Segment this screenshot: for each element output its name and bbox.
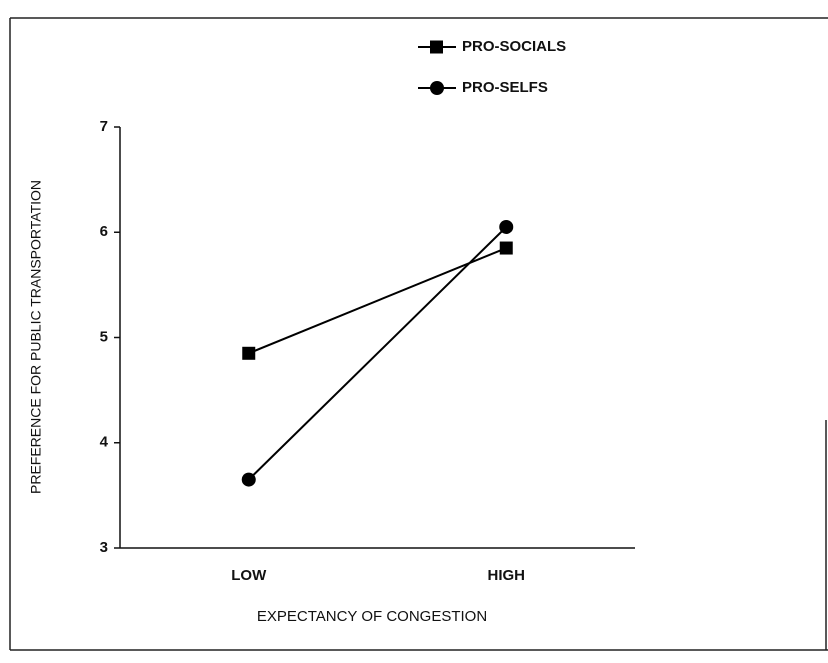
x-tick-label: HIGH [488, 567, 526, 584]
series-line [248, 247, 507, 355]
legend-marker [430, 81, 444, 95]
y-tick-label: 5 [100, 328, 108, 345]
point [499, 241, 513, 255]
point [242, 346, 256, 360]
x-tick-label: LOW [231, 567, 267, 584]
y-tick-label: 4 [100, 434, 109, 451]
legend-label: PRO-SOCIALS [462, 38, 566, 55]
y-tick-label: 7 [100, 118, 108, 135]
y-tick-label: 6 [100, 223, 108, 240]
point [241, 472, 256, 487]
legend-marker [430, 40, 443, 54]
x-axis-label: EXPECTANCY OF CONGESTION [257, 608, 487, 625]
y-axis-label: PREFERENCE FOR PUBLIC TRANSPORTATION [28, 180, 44, 494]
y-tick-label: 3 [100, 539, 108, 556]
series-line [248, 226, 507, 481]
legend-label: PRO-SELFS [462, 79, 548, 96]
point [499, 219, 514, 234]
